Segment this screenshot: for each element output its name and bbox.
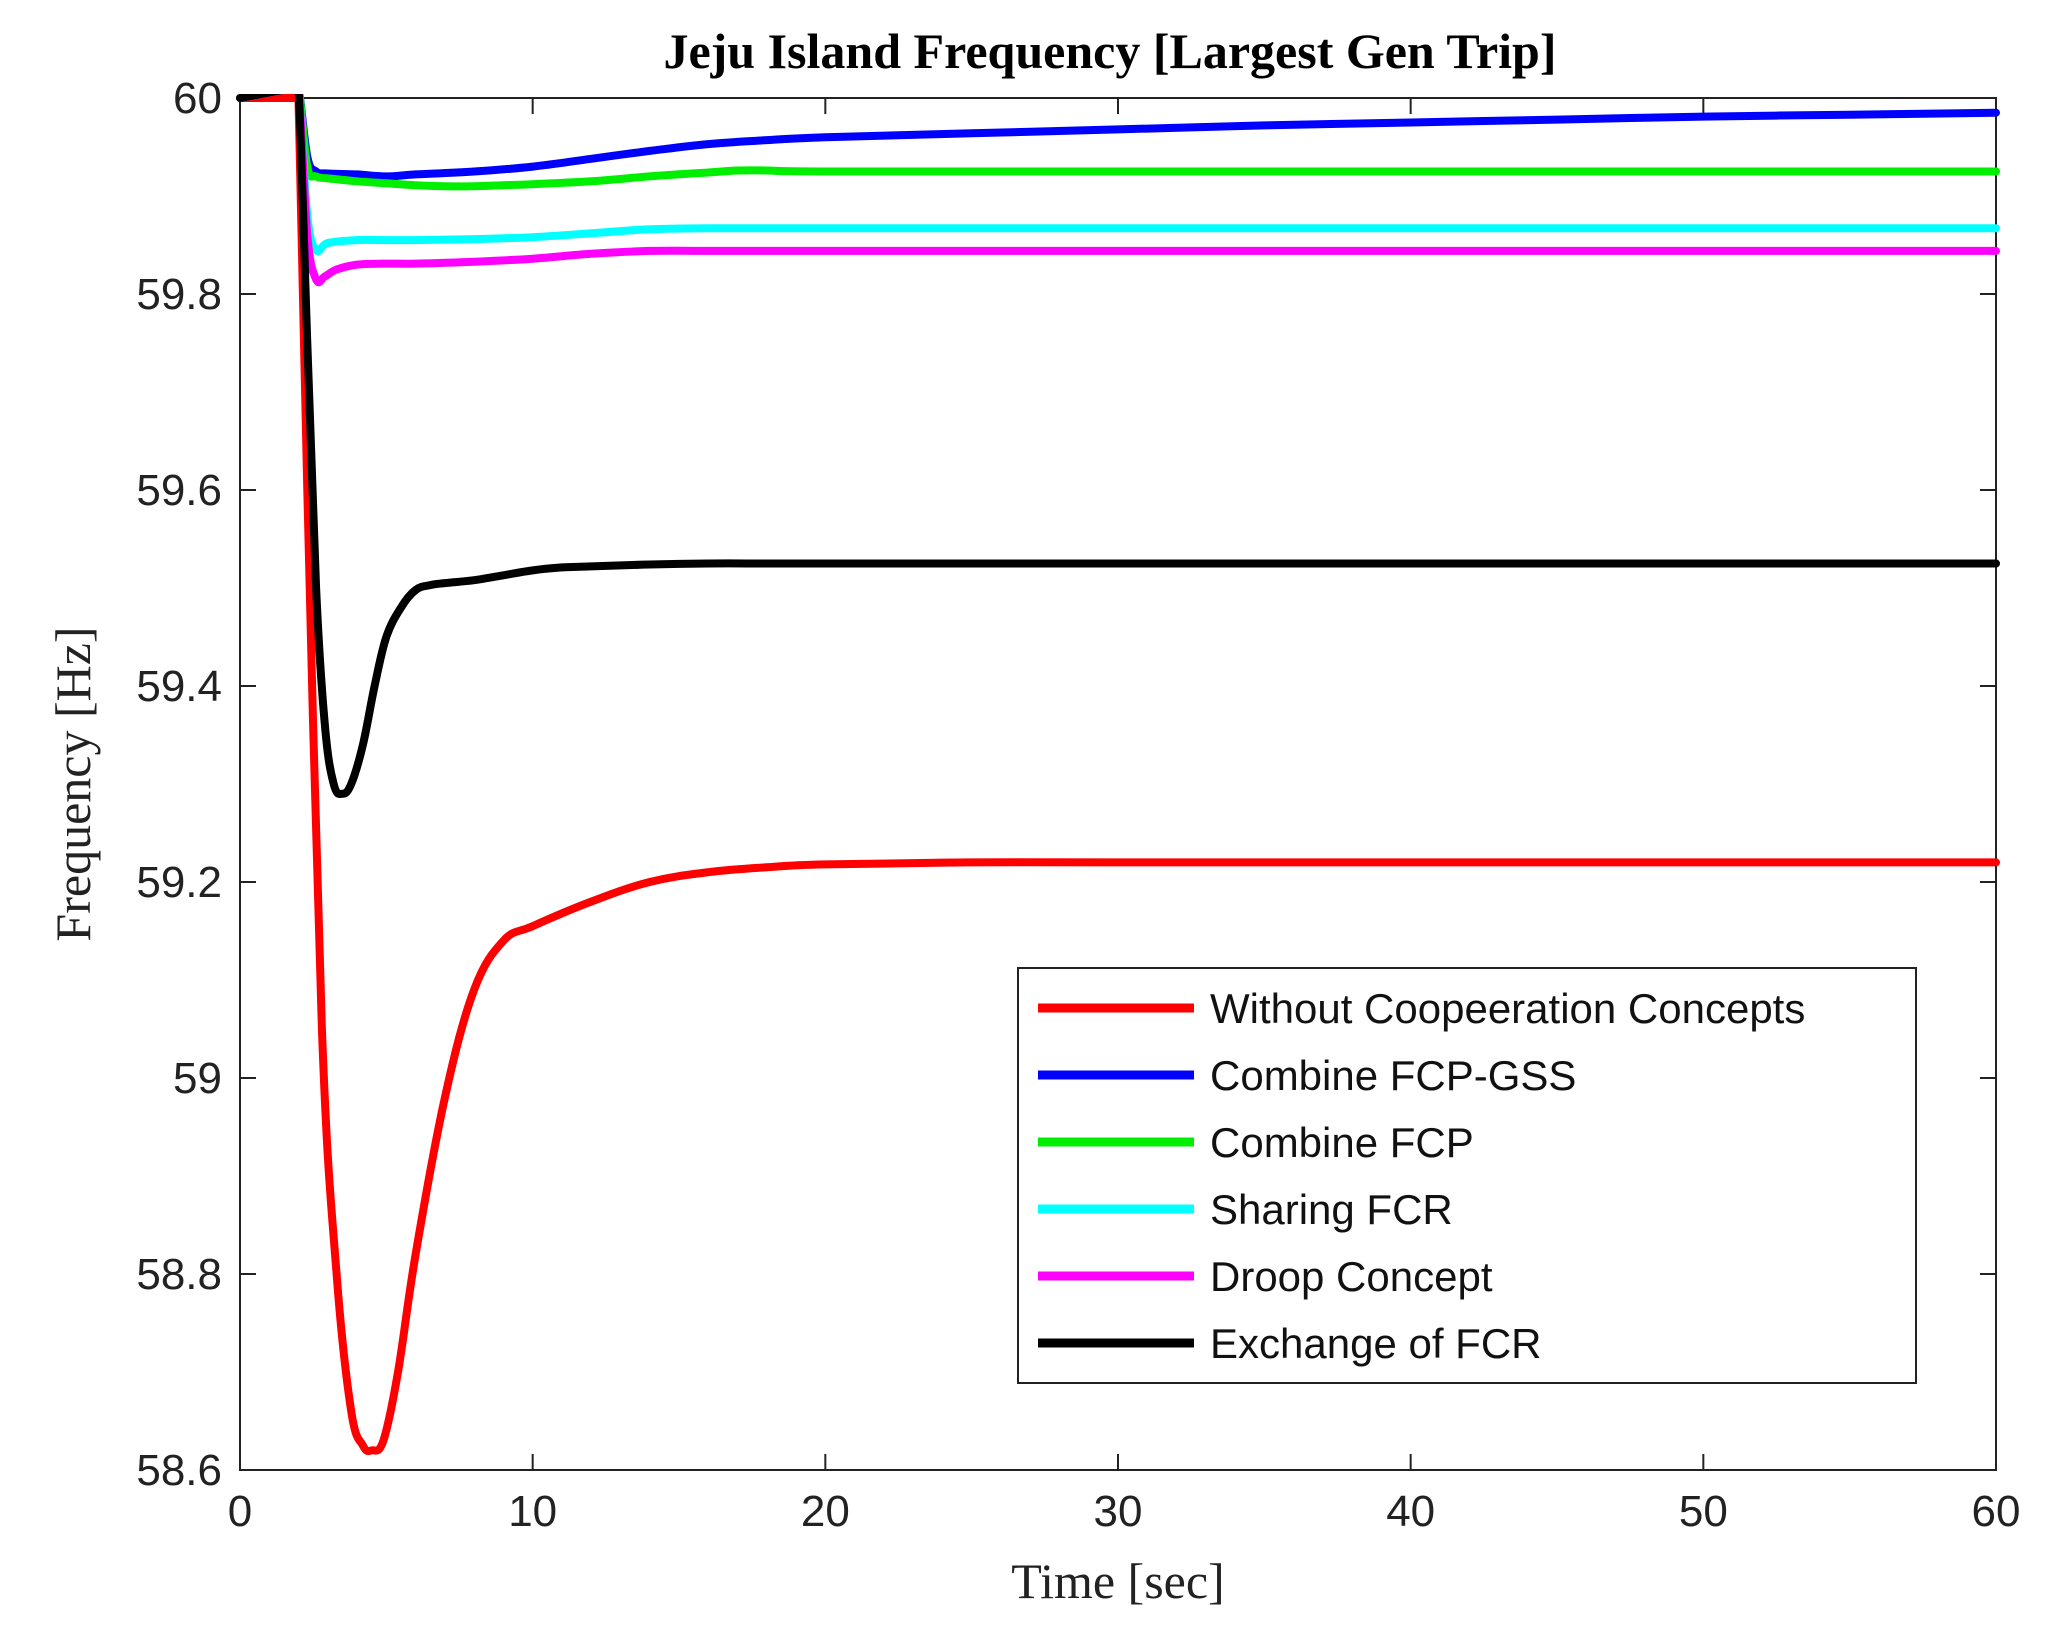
legend-label-4: Droop Concept (1210, 1253, 1493, 1300)
legend-label-2: Combine FCP (1210, 1119, 1474, 1166)
x-tick-label: 30 (1094, 1487, 1143, 1536)
axis-tick-labels: 0 10 20 30 40 50 60 58.6 58.8 59 59.2 59.4 59.6 59.8 6… (136, 74, 2020, 1536)
y-tick-label: 58.6 (136, 1446, 222, 1495)
y-tick-label: 58.8 (136, 1250, 222, 1299)
legend-label-5: Exchange of FCR (1210, 1320, 1542, 1367)
series-line-4 (236, 94, 2000, 287)
axis-ticks (239, 97, 1997, 1471)
series-line-5 (236, 94, 2000, 798)
y-tick-label: 60 (173, 74, 222, 123)
legend-label-3: Sharing FCR (1210, 1186, 1453, 1233)
y-tick-label: 59 (173, 1054, 222, 1103)
legend-label-1: Combine FCP-GSS (1210, 1052, 1576, 1099)
series-lines (236, 94, 2000, 1456)
x-axis-label: Time [sec] (1011, 1553, 1224, 1609)
x-tick-label: 20 (801, 1487, 850, 1536)
series-line-2 (236, 94, 2000, 191)
legend-label-0: Without Coopeeration Concepts (1210, 985, 1805, 1032)
y-tick-label: 59.6 (136, 466, 222, 515)
series-line-1 (236, 94, 2000, 181)
x-tick-label: 10 (508, 1487, 557, 1536)
x-tick-label: 40 (1386, 1487, 1435, 1536)
x-tick-label: 50 (1679, 1487, 1728, 1536)
x-tick-label: 60 (1972, 1487, 2021, 1536)
x-tick-label: 0 (228, 1487, 252, 1536)
y-axis-label: Frequency [Hz] (45, 626, 101, 941)
series-line-0 (236, 94, 2000, 1456)
chart-title: Jeju Island Frequency [Largest Gen Trip] (663, 23, 1556, 79)
y-tick-label: 59.2 (136, 858, 222, 907)
y-tick-label: 59.4 (136, 662, 222, 711)
legend: Without Coopeeration Concepts Combine FCP… (1017, 967, 1917, 1384)
y-tick-label: 59.8 (136, 270, 222, 319)
legend-box (1017, 967, 1917, 1384)
